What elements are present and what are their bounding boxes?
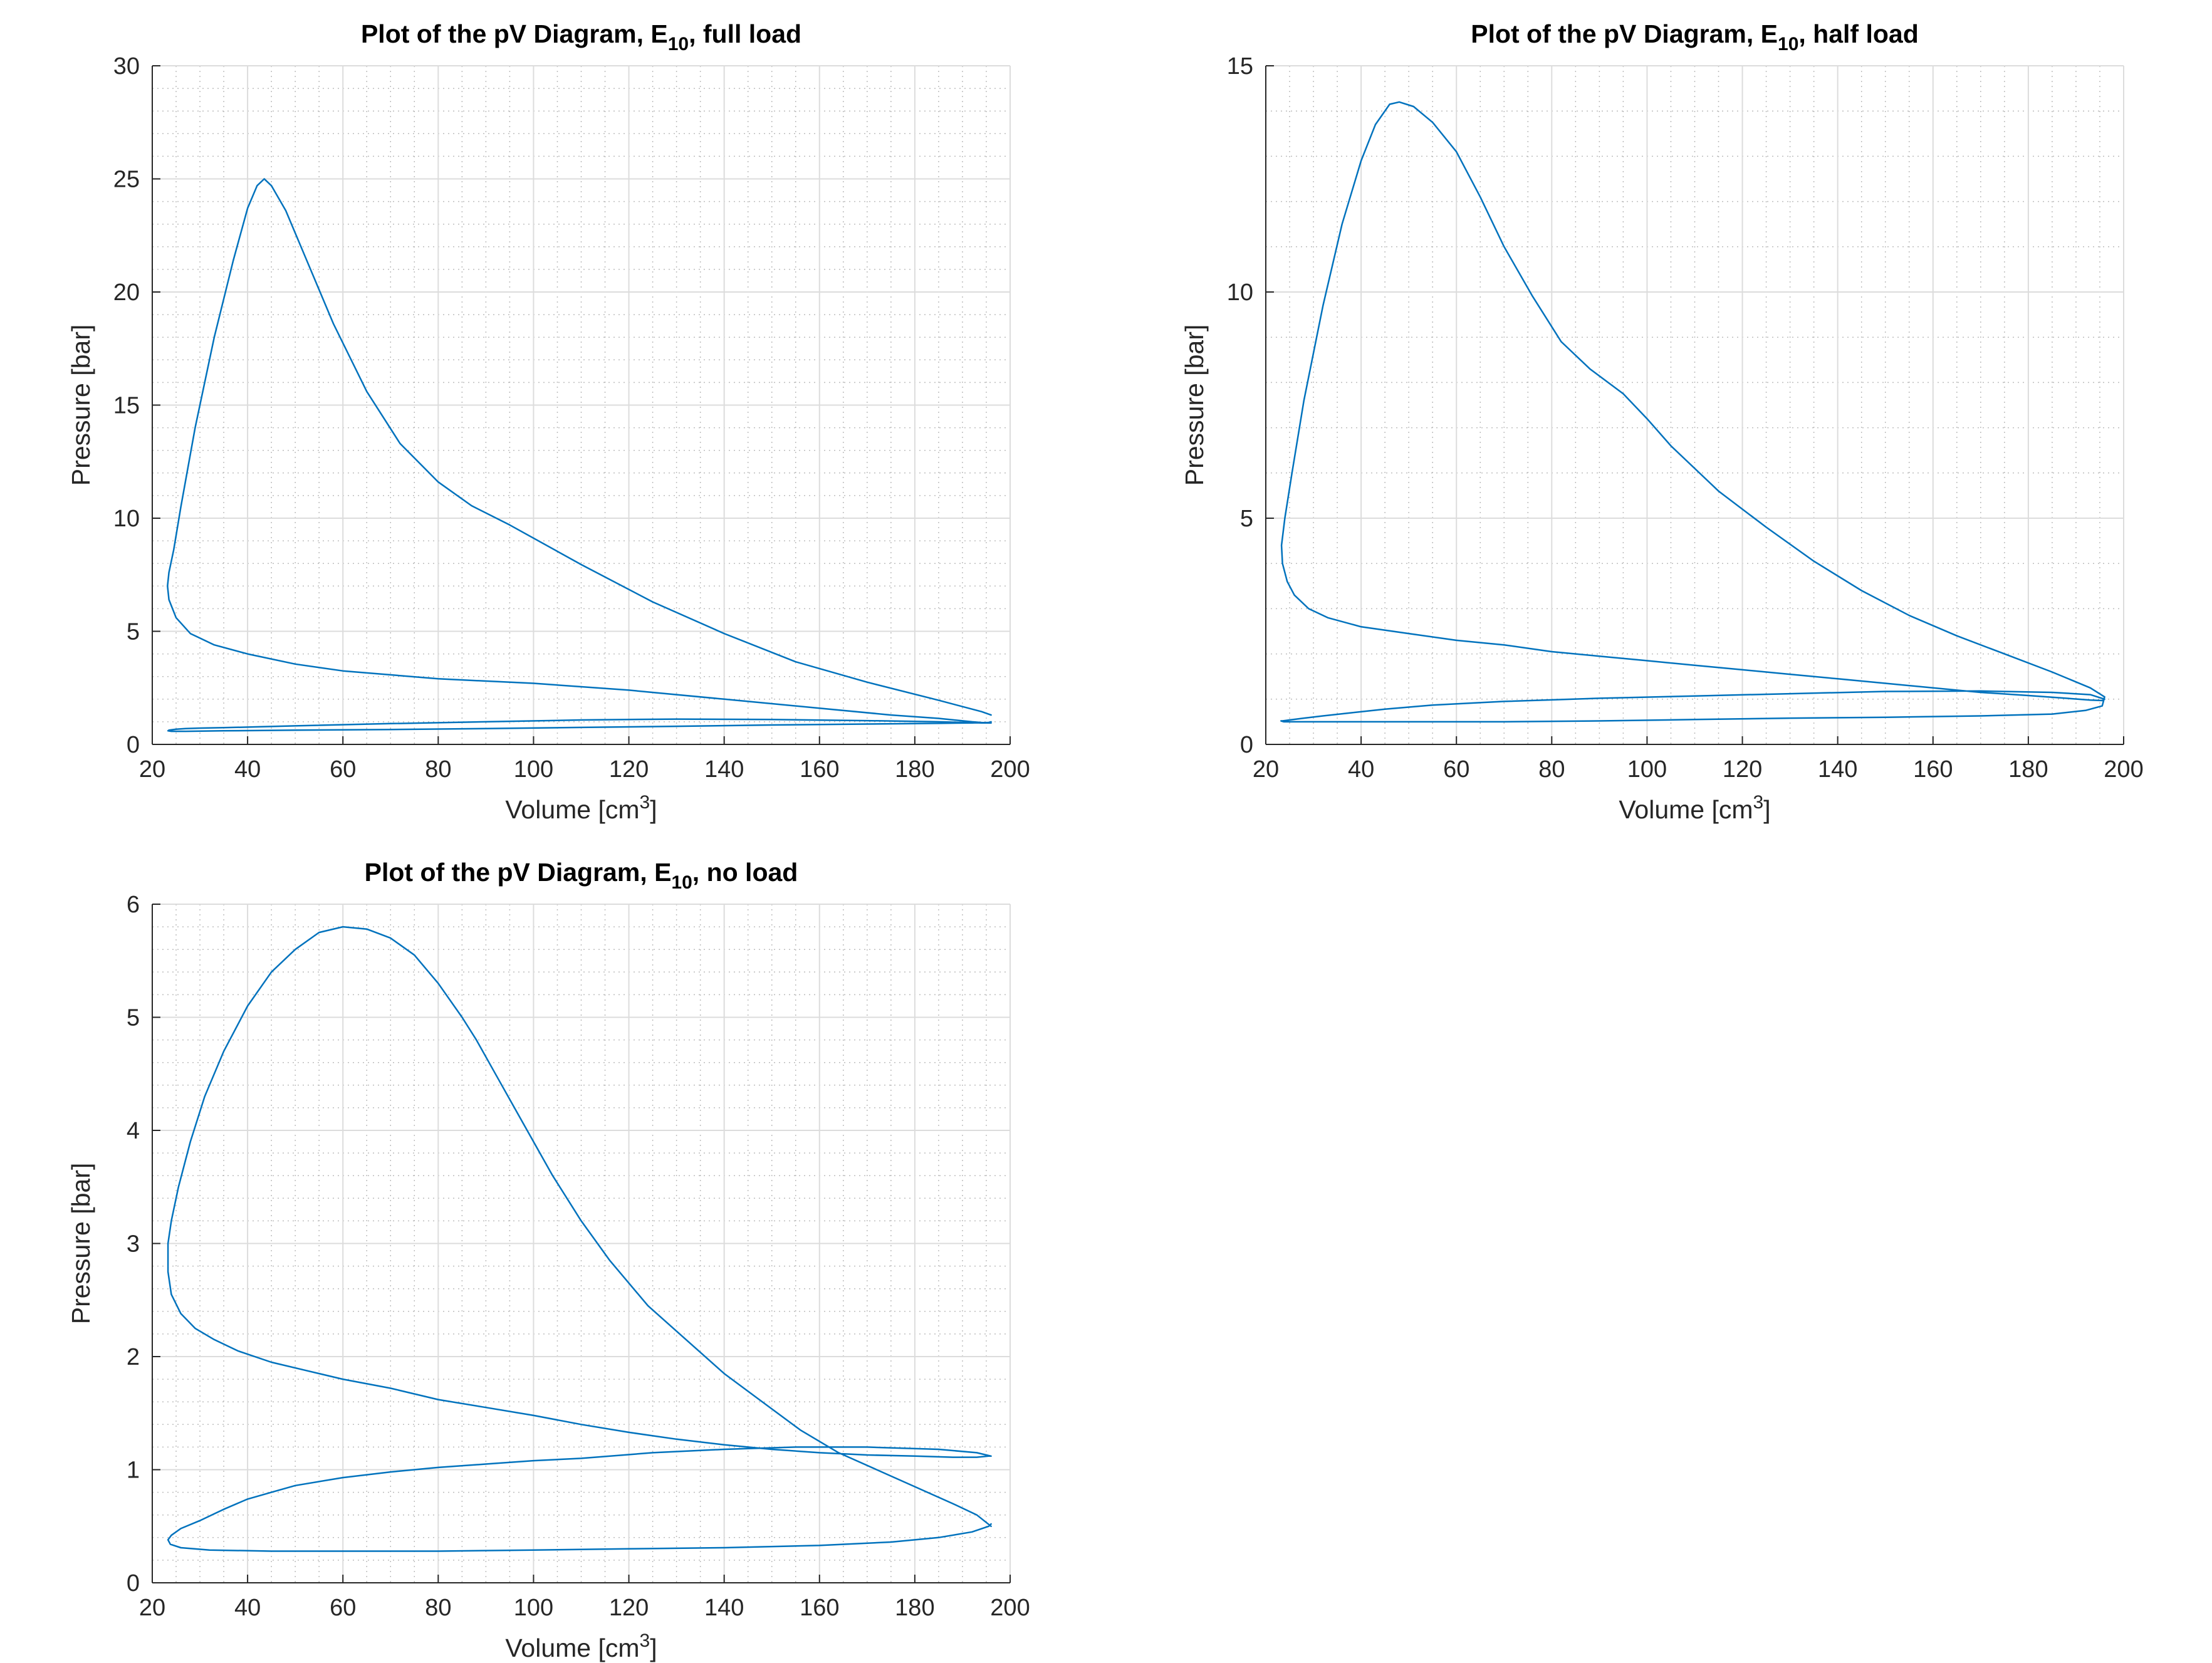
x-tick-label: 200	[2104, 756, 2143, 783]
x-tick-label: 160	[800, 1595, 839, 1621]
y-tick-label: 5	[127, 1005, 140, 1031]
x-tick-label: 20	[139, 756, 165, 783]
y-tick-label: 25	[113, 167, 140, 193]
x-tick-label: 120	[1723, 756, 1762, 783]
y-tick-label: 30	[113, 53, 140, 80]
x-tick-label: 40	[234, 1595, 261, 1621]
y-tick-label: 5	[1240, 506, 1253, 532]
x-tick-label: 80	[425, 756, 451, 783]
x-tick-label: 140	[1818, 756, 1857, 783]
x-tick-label: 120	[609, 1595, 649, 1621]
x-tick-label: 180	[895, 1595, 934, 1621]
chart-title: Plot of the pV Diagram, E10, half load	[1471, 19, 1919, 55]
x-tick-label: 180	[2008, 756, 2048, 783]
x-axis-label: Volume [cm3]	[505, 1630, 657, 1662]
y-axis-label: Pressure [bar]	[66, 1163, 95, 1325]
x-tick-label: 60	[1443, 756, 1469, 783]
y-tick-label: 3	[127, 1231, 140, 1258]
y-tick-label: 4	[127, 1118, 140, 1144]
chart-panel-half-load: 20 40 60 80 100 120 140 160 180 200 0 5 10 15 Plot of …	[1180, 19, 2144, 824]
y-tick-label: 15	[113, 393, 140, 419]
y-tick-label: 0	[1240, 732, 1253, 758]
x-tick-label: 20	[1253, 756, 1279, 783]
y-tick-label: 15	[1227, 53, 1253, 80]
x-tick-label: 180	[895, 756, 934, 783]
x-tick-label: 200	[990, 756, 1030, 783]
x-tick-label: 140	[704, 1595, 744, 1621]
x-tick-label: 200	[990, 1595, 1030, 1621]
y-axis-label: Pressure [bar]	[1180, 325, 1209, 486]
x-tick-label: 60	[330, 1595, 356, 1621]
x-tick-label: 120	[609, 756, 649, 783]
chart-panel-full-load: 20 40 60 80 100 120 140 160 180 200 0 5 10 15 20 25 30 Pl…	[66, 19, 1030, 824]
y-tick-label: 10	[113, 506, 140, 532]
y-tick-label: 10	[1227, 279, 1253, 306]
x-tick-label: 140	[704, 756, 744, 783]
y-axis-label: Pressure [bar]	[66, 325, 95, 486]
y-tick-label: 5	[127, 619, 140, 645]
series-line-0	[167, 925, 992, 1552]
y-tick-label: 0	[127, 1570, 140, 1597]
y-tick-label: 0	[127, 732, 140, 758]
x-tick-label: 100	[1627, 756, 1667, 783]
x-tick-label: 60	[330, 756, 356, 783]
x-tick-label: 20	[139, 1595, 165, 1621]
x-tick-label: 100	[514, 1595, 553, 1621]
x-tick-label: 40	[234, 756, 261, 783]
series-line-0	[1280, 101, 2105, 723]
x-tick-label: 160	[800, 756, 839, 783]
x-tick-label: 80	[1538, 756, 1565, 783]
chart-panel-no-load: 20 40 60 80 100 120 140 160 180 200 0 1 2 3 4 5 6 Plot of…	[66, 858, 1030, 1662]
chart-title: Plot of the pV Diagram, E10, full load	[361, 19, 801, 55]
x-tick-label: 40	[1348, 756, 1374, 783]
x-axis-label: Volume [cm3]	[1619, 792, 1770, 824]
y-tick-label: 20	[113, 279, 140, 306]
y-tick-label: 2	[127, 1344, 140, 1370]
y-tick-label: 6	[127, 892, 140, 918]
x-tick-label: 100	[514, 756, 553, 783]
x-tick-label: 80	[425, 1595, 451, 1621]
x-axis-label: Volume [cm3]	[505, 792, 657, 824]
chart-title: Plot of the pV Diagram, E10, no load	[365, 858, 798, 893]
y-tick-label: 1	[127, 1457, 140, 1484]
x-tick-label: 160	[1913, 756, 1953, 783]
series-line-0	[167, 178, 992, 732]
